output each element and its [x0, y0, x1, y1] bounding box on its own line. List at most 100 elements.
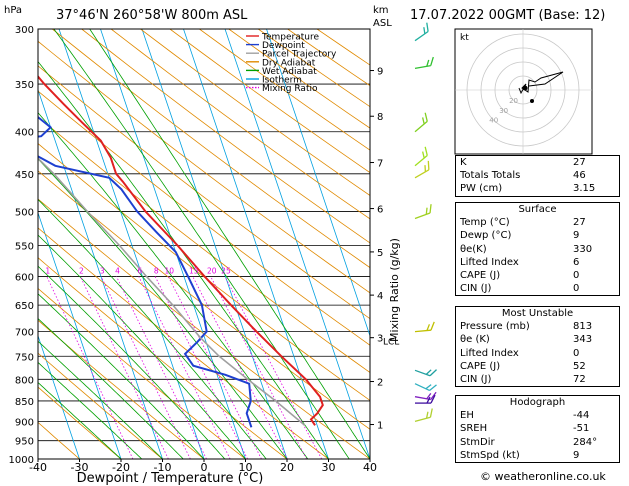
wind-barb-shaft: [414, 64, 431, 70]
copyright-footer: © weatheronline.co.uk: [480, 470, 606, 483]
indices-table: K 27 Totals Totals 46 PW (cm) 3.15: [455, 155, 620, 197]
mixing-ratio-line: [138, 276, 231, 459]
pressure-tick-label: 350: [15, 80, 34, 91]
wind-barb-shaft: [414, 383, 430, 392]
dry-adiabat-line: [199, 29, 370, 151]
wind-barb-shaft: [414, 329, 431, 333]
isotherm-line: [141, 29, 288, 459]
dry-adiabat-line: [38, 198, 370, 459]
x-tick-label: 10: [239, 461, 253, 474]
mixing-ratio-label: 8: [154, 267, 159, 276]
pressure-tick-label: 700: [15, 328, 34, 339]
wind-barb-flag: [426, 22, 429, 32]
pressure-tick-label: 900: [15, 417, 34, 428]
wind-barb-flag: [426, 396, 431, 404]
wet-adiabat-line: [38, 112, 309, 459]
wind-barb-flag: [425, 369, 432, 375]
wind-barb-icon: [414, 112, 428, 133]
hodograph-ring-label: 40: [489, 117, 498, 125]
mixing-ratio-line: [116, 276, 207, 459]
pressure-tick-label: 650: [15, 301, 34, 312]
hodograph-point: [522, 85, 528, 91]
x-tick-label: -30: [71, 461, 89, 474]
pressure-tick-label: 600: [15, 273, 34, 284]
wind-barb-icon: [414, 204, 432, 220]
hodograph-table: Hodograph EH -44 SREH -51 StmDir 284° StmSp…: [455, 395, 620, 463]
storm-motion-point: [530, 99, 534, 103]
dry-adiabat-line: [110, 29, 370, 220]
hodo-row: StmSpd (kt) 9: [460, 449, 580, 461]
km-tick-label: 2: [377, 378, 383, 389]
wet-adiabat-line: [89, 29, 370, 459]
wet-adiabat-line: [53, 29, 350, 459]
wet-adiabat-line: [38, 318, 184, 459]
legend-label: Mixing Ratio: [262, 84, 318, 94]
x-tick-label: 0: [201, 461, 208, 474]
x-tick-label: 20: [280, 461, 294, 474]
most-unstable-title: Most Unstable: [501, 308, 574, 319]
series-line: [38, 157, 306, 426]
mixing-ratio-label: 10: [165, 267, 175, 276]
pressure-tick-label: 550: [15, 241, 34, 252]
wind-barb-flag: [426, 324, 431, 331]
dry-adiabat-line: [38, 116, 370, 373]
dry-adiabat-line: [38, 40, 370, 294]
isotherm-line: [224, 29, 370, 459]
km-tick-label: 1: [377, 421, 383, 432]
wind-barb-icon: [414, 369, 437, 377]
wind-barb-shaft: [414, 396, 431, 401]
wind-barb-flag: [422, 151, 425, 159]
mu-row: Pressure (mb) 813: [460, 321, 593, 333]
x-tick-label: -10: [154, 461, 172, 474]
wind-barb-flag: [430, 321, 435, 331]
km-tick-label: 5: [377, 248, 383, 259]
wind-barb-icon: [414, 408, 433, 423]
dry-adiabat-line: [140, 29, 370, 197]
isotherm-line: [100, 29, 246, 459]
dry-adiabat-line: [38, 143, 370, 401]
series-line: [38, 75, 324, 426]
hodograph-frame: [454, 28, 593, 155]
wind-barb-flag: [422, 117, 425, 125]
wind-barb-flag: [426, 393, 432, 400]
pressure-tick-label: 400: [15, 128, 34, 139]
profile-curves: [38, 75, 324, 428]
hodo-row: EH -44: [460, 410, 590, 422]
km-label: km: [373, 5, 389, 16]
pressure-tick-label: 800: [15, 375, 34, 386]
wind-barb-flag: [430, 391, 437, 400]
surface-title: Surface: [518, 204, 557, 215]
dry-adiabat-line: [81, 29, 370, 244]
km-tick-label: 4: [377, 291, 383, 302]
legend-label: Wet Adiabat: [262, 67, 317, 77]
asl-label: ASL: [373, 18, 392, 29]
wind-barb-flag: [425, 207, 428, 215]
mixing-ratio-line: [100, 276, 191, 459]
mixing-ratio-label: 25: [221, 267, 231, 276]
wind-barb-flag: [429, 408, 433, 418]
mixing-ratio-label: 2: [79, 267, 84, 276]
wet-adiabat-line: [38, 361, 143, 459]
wet-adiabat-line: [38, 381, 122, 459]
dry-adiabat-line: [38, 90, 370, 346]
mixing-ratio-line: [224, 276, 323, 459]
mixing-ratio-line: [46, 276, 134, 459]
wind-barb-flag: [425, 411, 429, 419]
wind-barb-flag: [429, 204, 432, 214]
surface-row: Temp (°C) 27: [460, 217, 586, 229]
isotherm-line: [183, 29, 329, 459]
dry-adiabat-line: [38, 257, 288, 459]
wind-barb-icon: [414, 321, 435, 333]
pressure-tick-label: 300: [15, 25, 34, 36]
lcl-label: LCL: [383, 338, 399, 348]
x-tick-label: -40: [29, 461, 47, 474]
wind-barb-flag: [424, 165, 427, 172]
wind-barb-flag: [429, 384, 437, 391]
wind-barb-flag: [429, 369, 437, 377]
wind-barb-flag: [430, 394, 436, 404]
legend-label: Dry Adiabat: [262, 58, 316, 68]
wet-adiabat-line: [38, 234, 246, 459]
wind-barb-icon: [414, 160, 430, 179]
